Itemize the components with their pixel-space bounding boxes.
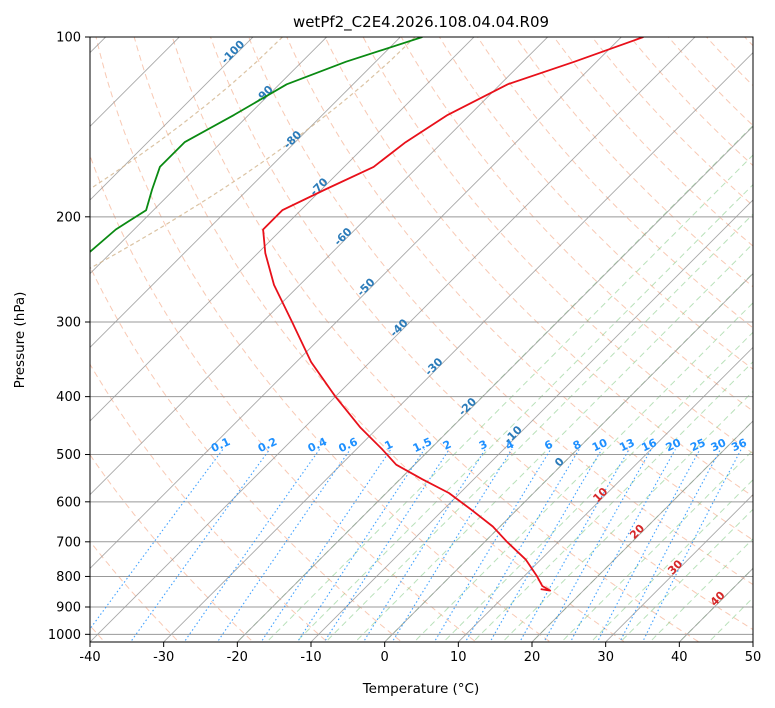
- x-tick-label: 50: [745, 650, 762, 665]
- mixing-ratio-line: [464, 449, 580, 642]
- dry-adiabat: [90, 363, 329, 642]
- mixing-ratio-label: 25: [688, 436, 707, 454]
- y-axis-label: Pressure (hPa): [12, 292, 28, 389]
- moist-adiabat: [325, 213, 753, 642]
- dry-adiabat: [90, 453, 254, 642]
- x-tick-label: -20: [227, 650, 248, 665]
- mixing-ratio-label: 16: [639, 436, 659, 454]
- x-tick-label: 30: [597, 650, 614, 665]
- x-tick-label: 10: [450, 650, 467, 665]
- isobars: [90, 37, 753, 635]
- dry-adiabat: [324, 37, 753, 498]
- moist-adiabat: [501, 390, 753, 642]
- isotherm: [90, 37, 696, 642]
- mixing-ratio-line: [489, 449, 603, 642]
- mixing-ratio-line: [391, 448, 513, 642]
- dry-adiabat: [90, 154, 477, 642]
- isotherm: [163, 52, 753, 642]
- moist-adiabat: [590, 479, 753, 642]
- mixing-ratio-line: [569, 449, 676, 642]
- dry-adiabat: [477, 37, 753, 329]
- moist-adiabat: [442, 331, 753, 642]
- mixing-ratio-label: 30: [709, 436, 729, 454]
- moist-adiabat: [413, 302, 753, 642]
- mixing-ratio-line: [323, 448, 450, 642]
- dry-adiabat: [248, 37, 753, 586]
- mixing-ratio-label: 10: [590, 436, 610, 454]
- dry-adiabat: [438, 37, 753, 370]
- y-tick-label: 700: [56, 535, 81, 550]
- dry-adiabats: [90, 37, 753, 642]
- moist-adiabat: [472, 361, 753, 642]
- plot-area: 0.1 0.2 0.4 0.6 1 1.5 2 3 4 6 8 10 13 16 20 25 30 36-100-…: [90, 37, 753, 642]
- x-tick-label: 40: [671, 650, 688, 665]
- y-tick-label: 200: [56, 210, 81, 225]
- mixing-ratio-line: [296, 448, 426, 642]
- dry-adiabat: [400, 37, 753, 412]
- moist-adiabat: [295, 183, 753, 642]
- mixing-ratio-label: 36: [729, 436, 749, 454]
- mixing-ratio-line: [260, 448, 392, 642]
- y-tick-label: 800: [56, 570, 81, 585]
- isotherm: [90, 37, 328, 275]
- x-tick-label: -10: [300, 650, 321, 665]
- mixing-ratio-line: [183, 448, 321, 642]
- isotherm: [457, 346, 753, 642]
- chart-title: wetPf2_C2E4.2026.108.04.04.R09: [293, 13, 549, 32]
- x-axis-label: Temperature (°C): [362, 681, 480, 697]
- dry-adiabat: [209, 37, 753, 631]
- x-axis: -40 -30 -20 -10 0 10 20 30 40 50: [79, 642, 761, 665]
- dewpoint-profile: [90, 37, 423, 253]
- x-tick-label: 20: [524, 650, 541, 665]
- isotherm: [90, 37, 254, 201]
- isotherm: [90, 37, 475, 422]
- mixing-ratio-line: [216, 448, 351, 642]
- dry-adiabat: [286, 37, 753, 541]
- sounding-profiles: [90, 37, 644, 592]
- isotherm: [236, 125, 753, 642]
- mixing-ratio-lines: [90, 448, 742, 642]
- mixing-ratio-line: [596, 449, 701, 642]
- y-tick-label: 1000: [48, 628, 81, 643]
- isotherm: [90, 37, 622, 569]
- y-tick-label: 900: [56, 601, 81, 616]
- isotherm: [90, 37, 401, 348]
- temperature-profile: [262, 37, 644, 592]
- dry-adiabat: [133, 37, 626, 642]
- y-tick-label: 300: [56, 316, 81, 331]
- y-axis: 100 200 300 400 500 600 700 800 900 1000: [48, 31, 90, 643]
- isotherm: [531, 420, 753, 642]
- isotherm: [605, 494, 753, 642]
- isotherms: [90, 37, 753, 642]
- isotherm: [90, 37, 549, 496]
- y-tick-label: 500: [56, 448, 81, 463]
- y-tick-label: 400: [56, 390, 81, 405]
- isotherm: [310, 199, 753, 642]
- moist-adiabat: [560, 449, 753, 642]
- mixing-ratio-label: 13: [617, 436, 636, 454]
- y-tick-label: 600: [56, 495, 81, 510]
- moist-adiabat: [354, 242, 753, 642]
- isotherm: [384, 273, 753, 642]
- mixing-ratio-line: [90, 448, 224, 630]
- x-tick-label: 0: [381, 650, 389, 665]
- mixing-ratio-label: 20: [664, 436, 684, 454]
- moist-adiabat: [266, 154, 753, 642]
- y-tick-label: 100: [56, 31, 81, 46]
- mixing-ratio-line: [362, 448, 486, 642]
- plot-frame: [89, 36, 754, 643]
- dry-adiabat: [171, 37, 700, 642]
- x-tick-label: -40: [79, 650, 100, 665]
- x-tick-label: -30: [153, 650, 174, 665]
- mixing-ratio-line: [519, 449, 630, 642]
- dry-adiabat: [95, 37, 552, 642]
- dry-adiabat: [362, 37, 753, 455]
- mixing-ratio-line: [433, 449, 552, 642]
